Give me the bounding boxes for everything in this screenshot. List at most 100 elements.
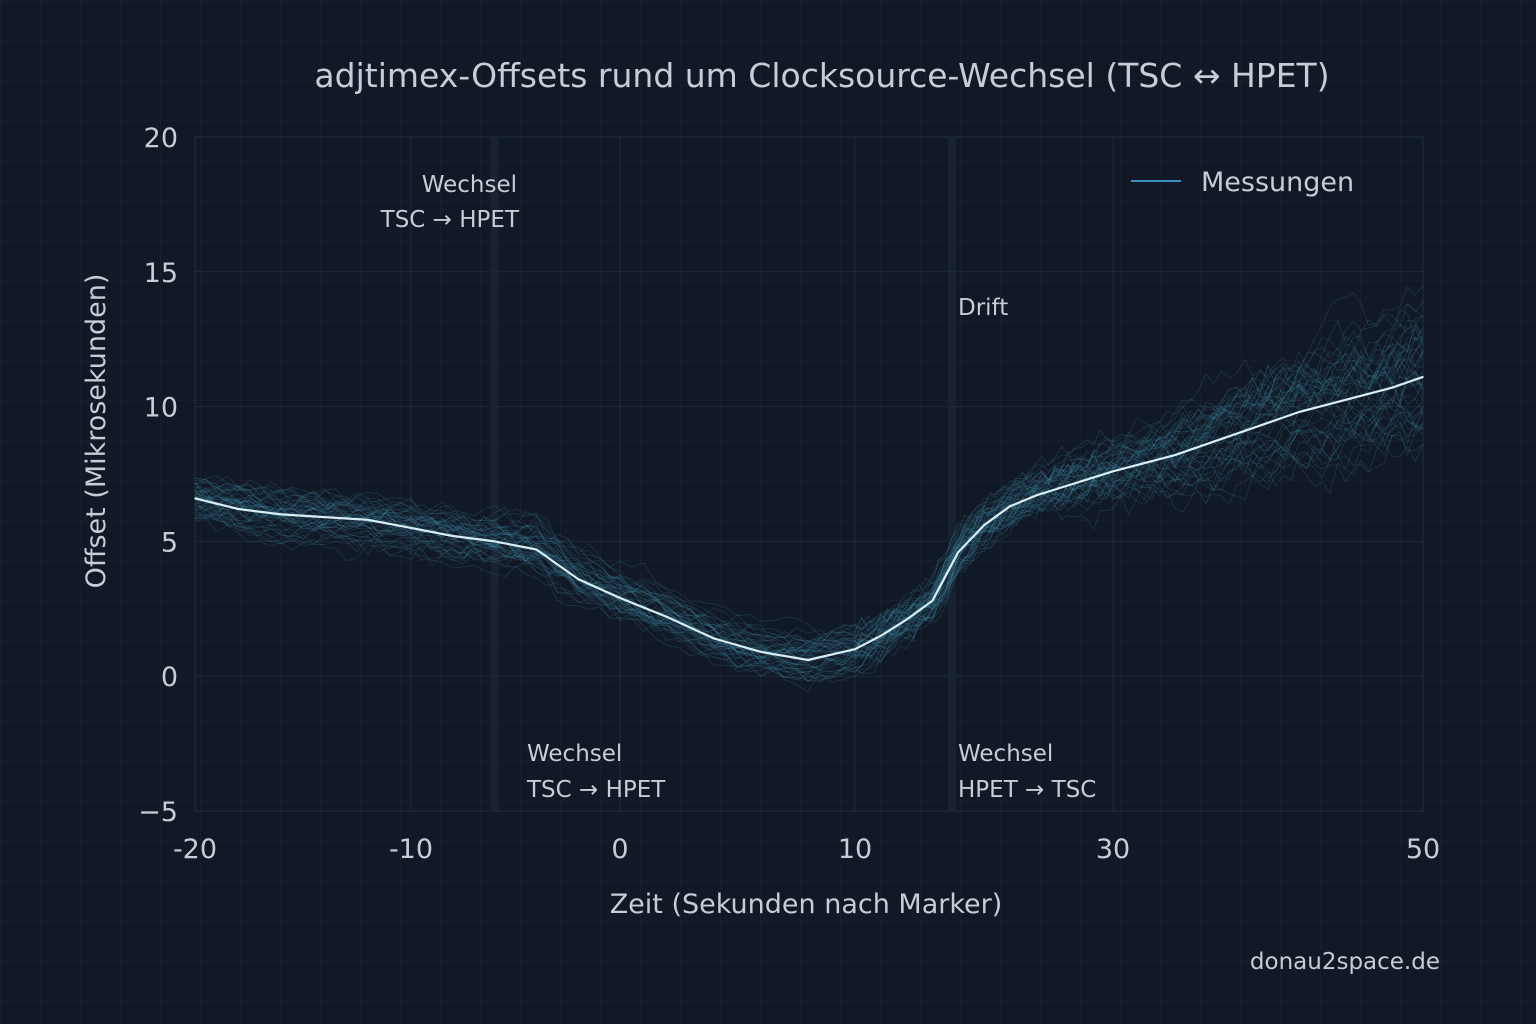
measurement-run-line: [194, 392, 1424, 666]
x-tick-labels: -20 -10 0 10 30 50: [173, 834, 1440, 865]
data-point: [957, 551, 959, 553]
measurement-run-line: [194, 430, 1424, 683]
measurement-run-line: [194, 352, 1424, 663]
data-point: [194, 497, 196, 500]
measurement-run-line: [194, 388, 1424, 673]
switch-band: [490, 137, 499, 811]
annotation-line: Wechsel: [958, 741, 1053, 767]
measurement-run-line: [194, 380, 1424, 670]
data-point: [666, 616, 668, 618]
x-tick-label: -20: [173, 834, 217, 865]
data-point: [1174, 454, 1176, 456]
data-point: [1236, 432, 1238, 435]
measurement-run-line: [194, 407, 1424, 665]
measurement-run-line: [194, 301, 1424, 641]
measurement-run-line: [194, 365, 1424, 680]
data-point: [452, 535, 454, 537]
data-point: [237, 508, 239, 510]
measurement-run-line: [194, 378, 1424, 671]
annotation-line: TSC → HPET: [380, 207, 520, 233]
measurement-run-line: [194, 381, 1424, 670]
measurement-runs: [194, 286, 1424, 693]
annotation-line: Wechsel: [527, 741, 622, 767]
data-point: [905, 618, 908, 621]
measurement-run-line: [194, 425, 1424, 683]
data-point: [713, 637, 715, 640]
annotation-wechsel-top: Wechsel TSC → HPET: [380, 172, 520, 233]
measurement-run-line: [194, 376, 1424, 656]
y-tick-label: 5: [161, 527, 178, 558]
measurement-run-line: [194, 319, 1424, 660]
x-tick-label: 30: [1096, 834, 1130, 865]
measurement-run-line: [194, 380, 1424, 678]
measurement-run-line: [194, 411, 1424, 682]
mean-series-line: [194, 375, 1424, 662]
measurement-run-line: [194, 314, 1424, 656]
data-point: [1205, 443, 1207, 446]
data-point: [323, 516, 326, 518]
measurement-run-line: [194, 390, 1423, 682]
plot-frame: [194, 136, 1424, 812]
y-tick-labels: −5 0 5 10 15 20: [138, 123, 178, 828]
measurement-run-line: [194, 358, 1424, 663]
legend-label: Messungen: [1201, 167, 1354, 198]
measurement-run-line: [194, 370, 1424, 658]
x-tick-label: 0: [611, 834, 628, 865]
data-point: [1391, 386, 1393, 389]
y-tick-label: −5: [138, 797, 178, 828]
data-point: [931, 599, 934, 602]
switch-band: [947, 137, 956, 811]
data-point: [760, 651, 762, 653]
measurement-run-line: [194, 324, 1424, 656]
annotation-wechsel-bottom-2: Wechsel HPET → TSC: [958, 741, 1096, 803]
data-point: [1009, 505, 1011, 508]
data-point: [807, 659, 809, 661]
data-point: [493, 540, 496, 543]
measurement-run-line: [194, 417, 1424, 663]
annotation-wechsel-bottom-1: Wechsel TSC → HPET: [526, 741, 666, 803]
mean-series: [194, 375, 1424, 662]
data-point: [1060, 486, 1063, 489]
y-axis-title: Offset (Mikrosekunden): [81, 274, 112, 589]
data-point: [1086, 478, 1088, 481]
x-axis-title: Zeit (Sekunden nach Marker): [610, 889, 1003, 920]
data-point: [854, 648, 856, 651]
data-point: [1267, 421, 1269, 424]
y-tick-label: 0: [161, 662, 178, 693]
measurement-run-line: [194, 320, 1424, 636]
measurement-run-line: [194, 349, 1424, 663]
measurement-run-line: [194, 286, 1424, 659]
data-point: [577, 578, 579, 580]
x-tick-label: 50: [1406, 834, 1440, 865]
measurement-run-line: [194, 303, 1424, 656]
measurement-run-line: [194, 338, 1424, 653]
y-tick-label: 10: [144, 393, 178, 424]
data-point: [619, 597, 621, 599]
measurement-run-line: [194, 403, 1424, 674]
measurement-run-line: [194, 419, 1424, 693]
watermark: donau2space.de: [1250, 949, 1440, 975]
y-tick-label: 20: [144, 123, 178, 154]
y-tick-label: 15: [144, 258, 178, 289]
annotation-line: TSC → HPET: [526, 777, 666, 803]
chart-title: adjtimex-Offsets rund um Clocksource-Wec…: [314, 56, 1329, 95]
annotation-line: Wechsel: [422, 172, 517, 198]
measurement-run-line: [194, 315, 1424, 662]
data-point: [1329, 403, 1331, 405]
legend: Messungen: [1131, 167, 1354, 198]
data-point: [1298, 411, 1300, 413]
data-point: [983, 524, 985, 527]
data-point: [535, 548, 538, 551]
data-point: [1143, 462, 1145, 465]
measurement-run-line: [194, 350, 1424, 654]
data-point: [410, 527, 412, 529]
measurement-run-line: [194, 325, 1424, 653]
data-point: [280, 513, 283, 516]
measurement-run-line: [194, 308, 1424, 662]
data-point: [1034, 494, 1037, 497]
measurement-run-line: [194, 313, 1424, 654]
data-point: [1422, 376, 1424, 378]
measurement-run-line: [194, 368, 1424, 667]
measurement-run-line: [194, 413, 1424, 683]
